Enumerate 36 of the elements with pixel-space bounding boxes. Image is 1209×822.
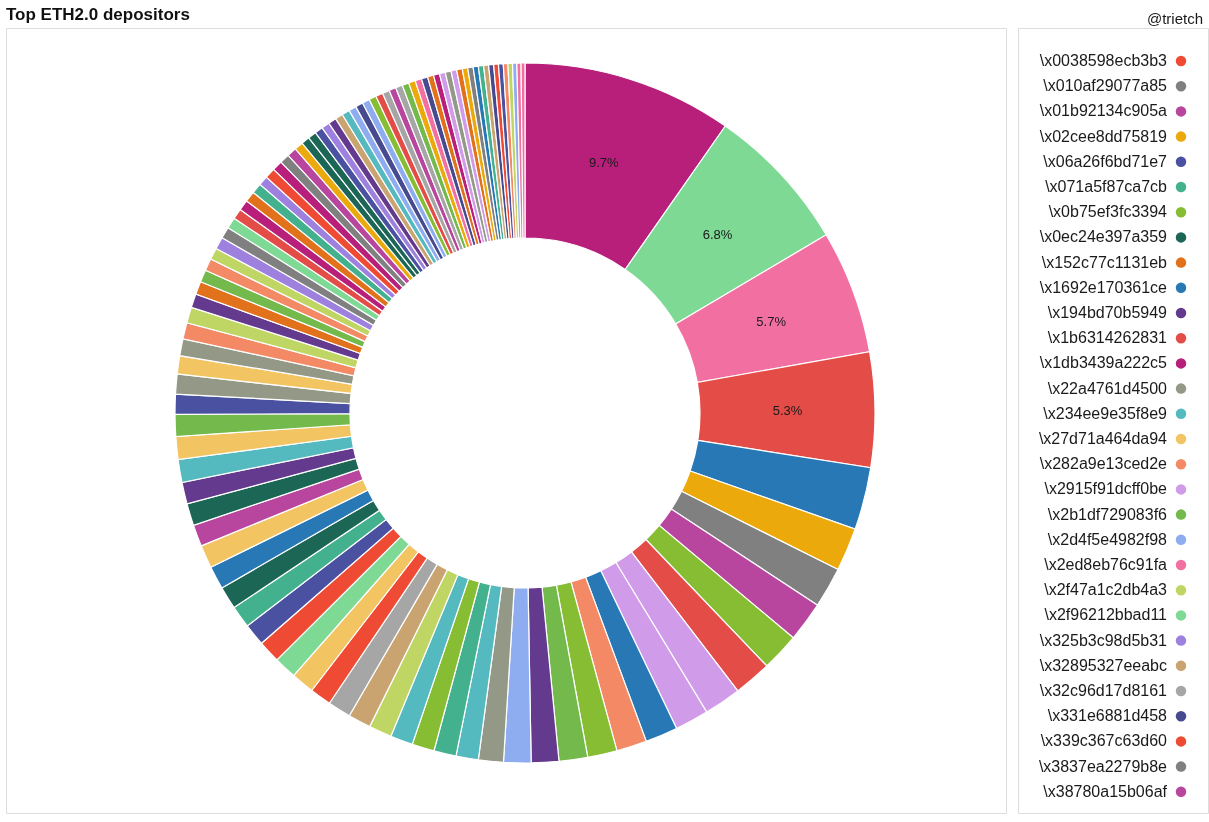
category-label: \x071a5f87ca7cb	[1045, 178, 1168, 195]
category-label: \x38780a15b06af	[1043, 782, 1168, 800]
category-label: \x06a26f6bd71e7	[1043, 152, 1168, 170]
category-label: \x32895327eeabc	[1039, 656, 1167, 674]
category-label: \x234ee9e35f8e9	[1043, 404, 1168, 422]
category-label: \x2915f91dcff0be	[1044, 480, 1168, 498]
category-label: \x194bd70b5949	[1047, 304, 1168, 321]
category-label: \x0038598ecb3b3	[1039, 52, 1168, 69]
category-label: \x2ed8eb76c91fa	[1044, 556, 1168, 573]
data-label: 9.7%	[588, 154, 620, 170]
category-label: \x1b6314262831	[1047, 329, 1168, 347]
category-label: \x010af29077a85	[1043, 77, 1168, 95]
category-label: \x27d71a464da94	[1038, 430, 1168, 447]
category-label: \x32c96d17d8161	[1039, 682, 1168, 699]
category-label: \x0ec24e397a359	[1039, 228, 1168, 246]
category-label: \x339c367c63d60	[1040, 732, 1168, 750]
category-label: \x325b3c98d5b31	[1039, 631, 1168, 649]
category-label: \x331e6881d458	[1047, 707, 1168, 725]
category-label: \x01b92134c905a	[1039, 102, 1168, 120]
category-label: \x2d4f5e4982f98	[1047, 530, 1168, 548]
data-label: 6.8%	[702, 226, 733, 242]
category-label: \x22a4761d4500	[1047, 379, 1168, 397]
category-label: \x02cee8dd75819	[1039, 127, 1168, 145]
category-label: \x2f47a1c2db4a3	[1044, 581, 1168, 599]
category-label: \x0b75ef3fc3394	[1048, 203, 1168, 221]
category-label: \x2f96212bbad11	[1044, 606, 1168, 624]
data-label: 5.3%	[772, 402, 803, 418]
category-label: \x282a9e13ced2e	[1039, 455, 1168, 473]
category-label: \x1692e170361ce	[1039, 278, 1168, 296]
category-label: \x2b1df729083f6	[1047, 505, 1168, 523]
category-label: \x1db3439a222c5	[1039, 354, 1168, 372]
data-label: 5.7%	[756, 313, 787, 329]
category-label: \x152c77c1131eb	[1041, 253, 1168, 271]
chart-title: Top ETH2.0 depositors	[6, 5, 190, 24]
text: @trietch	[1146, 10, 1203, 27]
category-label: \x3837ea2279b8e	[1038, 757, 1168, 775]
